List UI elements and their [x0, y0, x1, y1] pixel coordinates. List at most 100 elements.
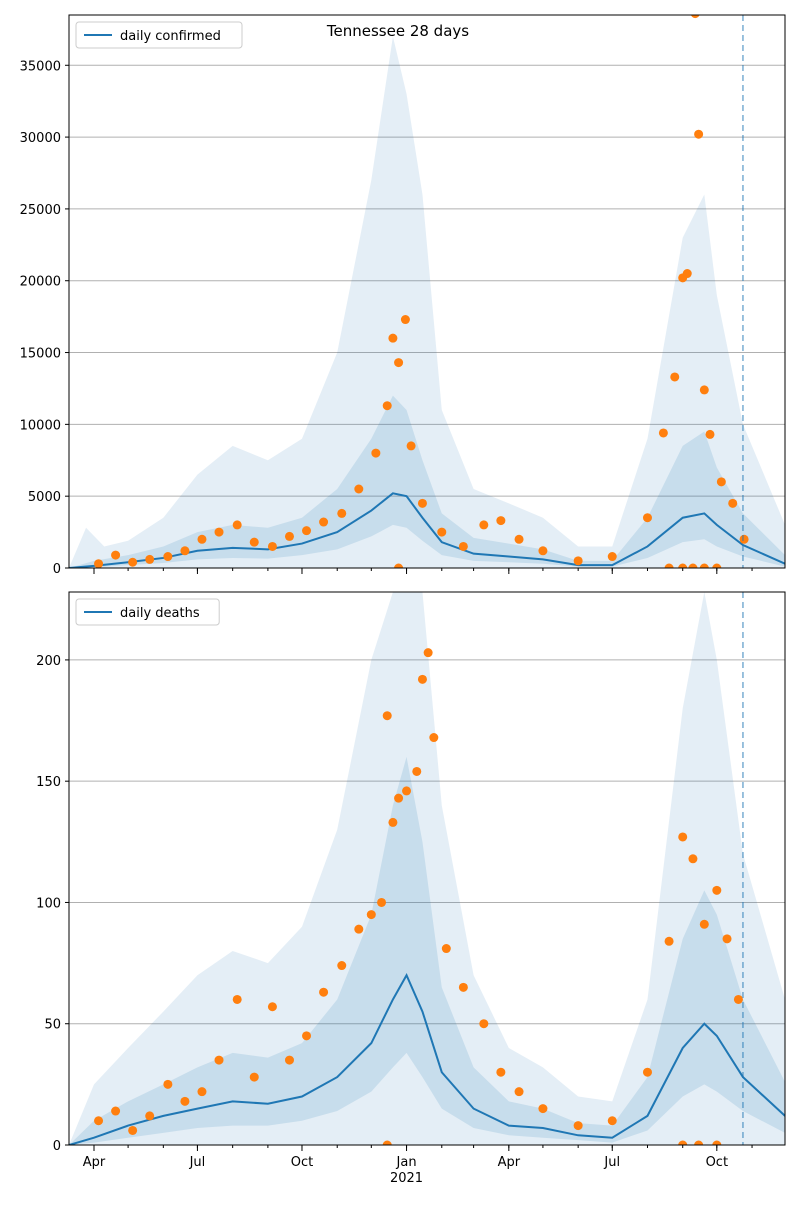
observed-point	[682, 269, 692, 279]
observed-point	[371, 448, 381, 458]
observed-point	[437, 527, 447, 537]
plot-frame	[68, 14, 786, 569]
outer-uncertainty-band	[69, 592, 785, 1145]
observed-point	[658, 428, 668, 438]
observed-point	[694, 1140, 704, 1145]
x-tick-label: Apr	[498, 1155, 521, 1170]
y-tick-label: 200	[36, 654, 61, 669]
y-tick-label: 20000	[20, 275, 61, 290]
observed-point	[302, 526, 312, 536]
observed-point	[694, 129, 704, 139]
x-tick-label: Jul	[189, 1155, 206, 1170]
observed-point	[573, 556, 583, 566]
observed-point	[400, 315, 410, 325]
observed-point	[366, 910, 376, 920]
observed-point	[145, 554, 155, 564]
y-tick-label: 35000	[20, 59, 61, 74]
observed-point	[249, 1072, 259, 1082]
x-tick-label: Apr	[83, 1155, 106, 1170]
observed-point	[716, 477, 726, 487]
observed-point	[479, 520, 489, 530]
observed-point	[496, 516, 506, 526]
observed-point	[214, 1055, 224, 1065]
y-tick-label: 50	[44, 1018, 61, 1033]
observed-point	[670, 372, 680, 382]
observed-point	[712, 885, 722, 895]
observed-point	[249, 537, 259, 547]
plot-frame	[68, 591, 786, 1146]
observed-point	[354, 924, 364, 934]
observed-point	[496, 1067, 506, 1077]
observed-point	[678, 563, 688, 568]
observed-point	[607, 1116, 617, 1126]
observed-point	[423, 648, 433, 658]
legend: daily deaths	[75, 598, 220, 626]
observed-point	[417, 498, 427, 508]
y-tick-label: 100	[36, 896, 61, 911]
observed-point	[642, 513, 652, 523]
observed-point	[319, 987, 329, 997]
observed-point	[394, 563, 404, 568]
x-tick-sublabel: 2021	[390, 1171, 423, 1186]
observed-point	[382, 711, 392, 721]
observed-point	[514, 534, 524, 544]
observed-point	[128, 557, 138, 567]
observed-point	[479, 1019, 489, 1029]
panel-daily-confirmed: 0 5000 10000 15000 20000 25000 30000 35000 daily…	[20, 14, 786, 577]
observed-point	[337, 961, 347, 971]
observed-point	[441, 944, 451, 954]
observed-point	[722, 934, 732, 944]
observed-point	[678, 1140, 688, 1145]
observed-point	[733, 994, 743, 1004]
observed-point	[145, 1111, 155, 1121]
observed-point	[538, 546, 548, 556]
observed-point	[538, 1104, 548, 1114]
observed-point	[388, 817, 398, 827]
observed-point	[197, 1087, 207, 1097]
observed-point	[664, 936, 674, 946]
y-tick-label: 0	[53, 562, 61, 577]
observed-point	[394, 358, 404, 368]
y-tick-label: 5000	[28, 490, 61, 505]
observed-point	[412, 766, 422, 776]
observed-point	[267, 541, 277, 551]
observed-point	[394, 793, 404, 803]
y-tick-label: 25000	[20, 203, 61, 218]
observed-point	[705, 429, 715, 439]
y-tick-label: 150	[36, 775, 61, 790]
observed-point	[377, 897, 387, 907]
median-line	[69, 972, 785, 1145]
inner-uncertainty-band	[69, 395, 785, 568]
observed-point	[214, 527, 224, 537]
y-tick-label: 0	[53, 1139, 61, 1154]
observed-point	[94, 559, 104, 568]
observed-point	[94, 1116, 104, 1126]
legend-box	[75, 598, 220, 626]
observed-point	[728, 498, 738, 508]
observed-point	[690, 15, 700, 19]
y-tick-label: 10000	[20, 418, 61, 433]
observed-point	[406, 441, 416, 451]
observed-point	[712, 1140, 722, 1145]
observed-point	[678, 832, 688, 842]
x-tick-label: Jan	[396, 1155, 417, 1170]
observed-point	[402, 786, 412, 796]
observed-point	[319, 517, 329, 527]
observed-point	[267, 1002, 277, 1012]
observed-point	[573, 1121, 583, 1131]
legend-label: daily deaths	[120, 606, 200, 621]
observed-point	[607, 552, 617, 562]
observed-point	[163, 1079, 173, 1089]
observed-point	[699, 385, 709, 395]
observed-point	[354, 484, 364, 494]
observed-point	[382, 1140, 392, 1145]
observed-point	[302, 1031, 312, 1041]
observed-point	[197, 534, 207, 544]
observed-point	[180, 1096, 190, 1106]
observed-point	[514, 1087, 524, 1097]
legend-box	[75, 21, 243, 49]
observed-point	[232, 994, 242, 1004]
